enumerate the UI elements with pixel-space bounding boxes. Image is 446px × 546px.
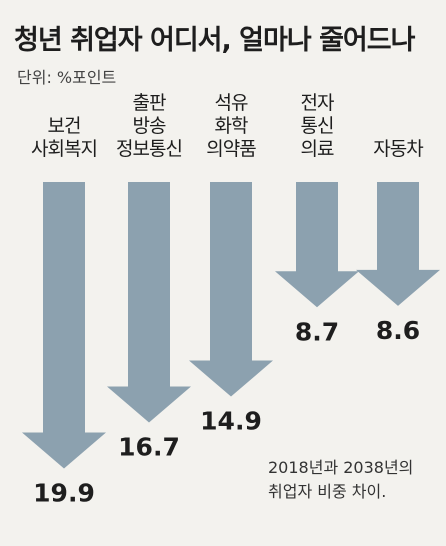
category-label-3-2: 의료 [301,138,334,160]
arrow-bar-4 [356,182,440,306]
arrow-bar-0 [22,182,106,469]
category-label-2-0: 석유 [215,92,248,114]
arrow-bar-2 [189,182,273,397]
category-label-2-1: 화학 [215,115,248,137]
value-label-3: 8.7 [295,317,339,346]
category-label-3-0: 전자 [301,92,334,114]
value-label-4: 8.6 [376,316,420,345]
category-label-1-2: 정보통신 [116,138,182,160]
category-label-2-2: 의약품 [206,138,256,160]
arrow-bar-1 [107,182,191,423]
category-label-0-1: 사회복지 [31,138,97,160]
value-label-2: 14.9 [200,407,262,436]
category-label-4-0: 자동차 [373,138,423,160]
category-label-3-1: 통신 [301,115,334,137]
note-line-1: 2018년과 2038년의 [268,458,414,477]
note-line-2: 취업자 비중 차이. [268,482,387,501]
category-label-1-1: 방송 [133,115,166,137]
chart-note: 2018년과 2038년의 취업자 비중 차이. [268,456,438,504]
value-label-0: 19.9 [33,479,95,508]
chart-title: 청년 취업자 어디서, 얼마나 줄어드나 [14,25,415,56]
value-label-1: 16.7 [118,432,180,461]
arrow-bar-3 [275,182,359,308]
unit-label: 단위: %포인트 [17,68,117,87]
category-label-0-0: 보건 [48,115,81,137]
category-label-1-0: 출판 [133,92,166,114]
